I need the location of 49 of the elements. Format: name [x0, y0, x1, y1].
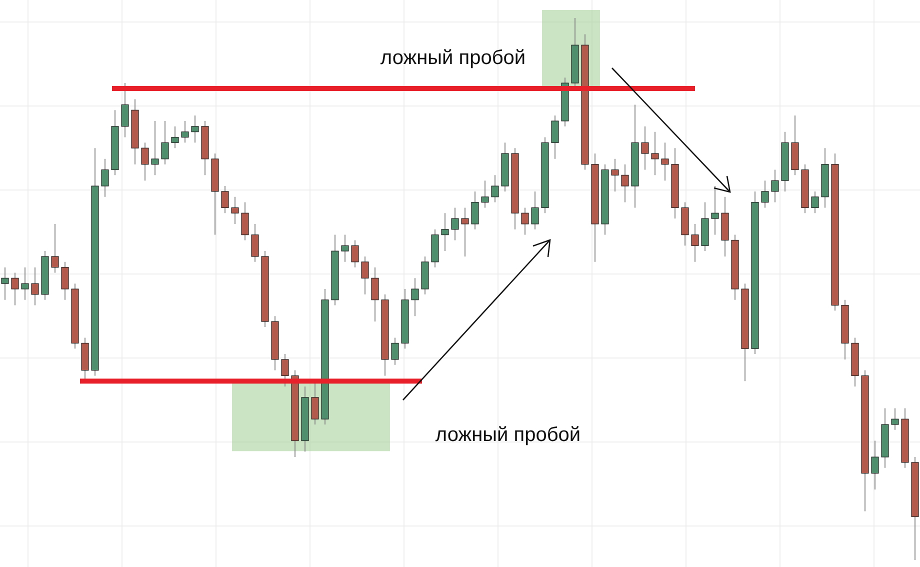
candlestick	[241, 202, 249, 241]
candlestick	[181, 120, 189, 144]
candlestick	[761, 180, 769, 208]
candlestick	[451, 207, 459, 241]
candlestick	[161, 120, 169, 165]
candlestick	[871, 440, 879, 490]
candlestick	[21, 266, 29, 300]
candlestick	[891, 408, 899, 430]
candlestick	[551, 115, 559, 160]
candlestick	[641, 126, 649, 170]
candlestick	[11, 272, 19, 306]
candlestick	[251, 223, 259, 262]
candlestick	[691, 223, 699, 262]
candlestick	[611, 158, 619, 192]
candlestick	[231, 196, 239, 224]
candlestick	[61, 261, 69, 300]
candlestick	[281, 354, 289, 388]
annotation: ложный пробой	[380, 47, 526, 69]
candlestick	[411, 278, 419, 317]
candlestick	[1, 266, 9, 300]
candlestick	[521, 207, 529, 236]
candlestick	[441, 212, 449, 252]
candlestick	[31, 266, 39, 306]
candlestick	[121, 82, 129, 138]
candlestick	[471, 190, 479, 230]
candlestick	[171, 126, 179, 149]
candlestick	[531, 190, 539, 230]
candlestick	[481, 180, 489, 208]
candlestick	[351, 240, 359, 268]
annotation: ложный пробой	[435, 424, 581, 446]
candlestick	[811, 190, 819, 214]
candlestick	[141, 142, 149, 182]
candlestick	[621, 164, 629, 203]
candlestick	[51, 223, 59, 274]
candlestick	[651, 131, 659, 176]
candlestick	[711, 186, 719, 236]
candlestick	[771, 169, 779, 203]
candlestick	[461, 207, 469, 257]
candlestick	[391, 337, 399, 366]
candlestick	[221, 186, 229, 214]
candlestick	[491, 174, 499, 203]
candlestick	[191, 115, 199, 144]
candlestick	[341, 234, 349, 262]
candlestick	[101, 158, 109, 198]
candlestick	[661, 142, 669, 182]
candlestick	[311, 380, 319, 425]
candlestick	[361, 256, 369, 295]
candlestick	[151, 120, 159, 176]
candlestick	[371, 266, 379, 322]
